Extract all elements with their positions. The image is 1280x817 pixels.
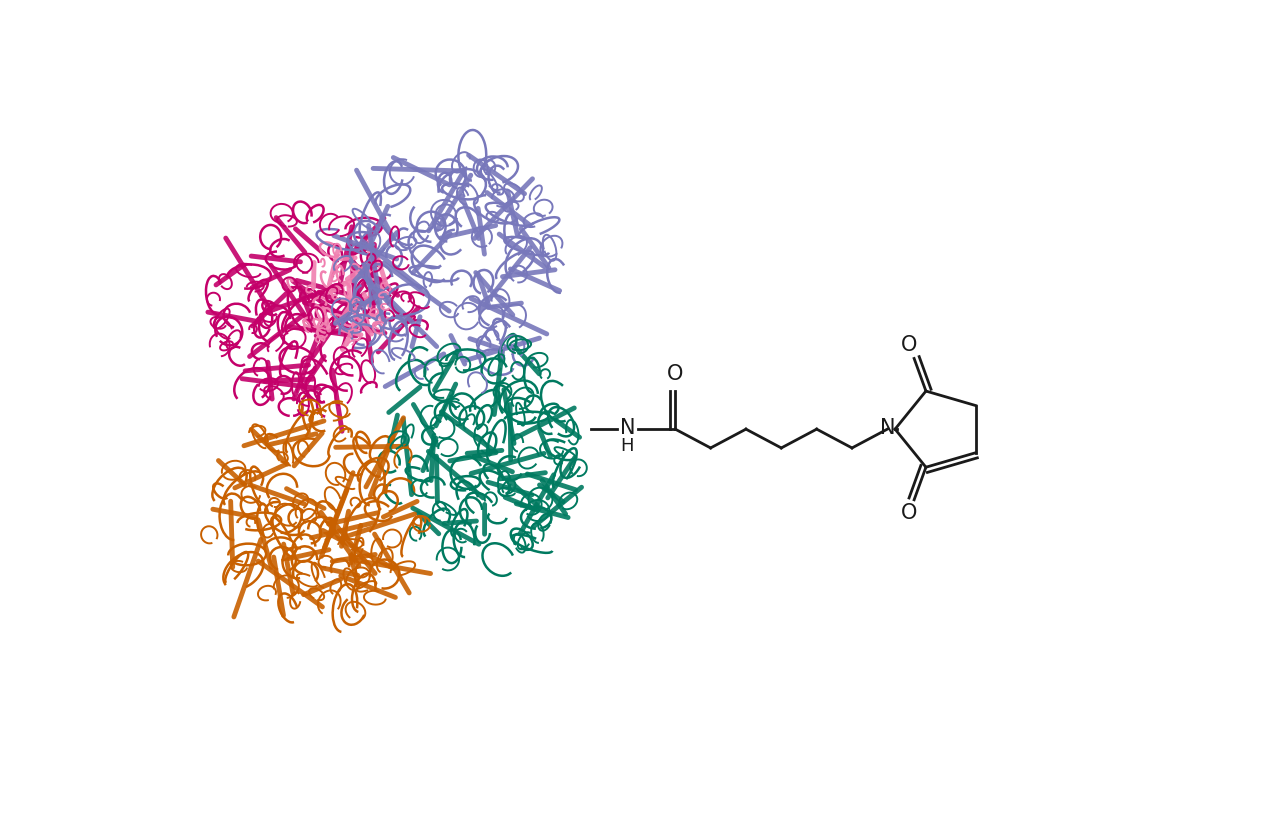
Text: N: N	[879, 418, 895, 439]
Text: O: O	[667, 364, 684, 384]
Text: H: H	[620, 437, 634, 455]
Text: O: O	[901, 502, 918, 523]
Text: N: N	[620, 417, 635, 438]
Text: O: O	[901, 336, 918, 355]
